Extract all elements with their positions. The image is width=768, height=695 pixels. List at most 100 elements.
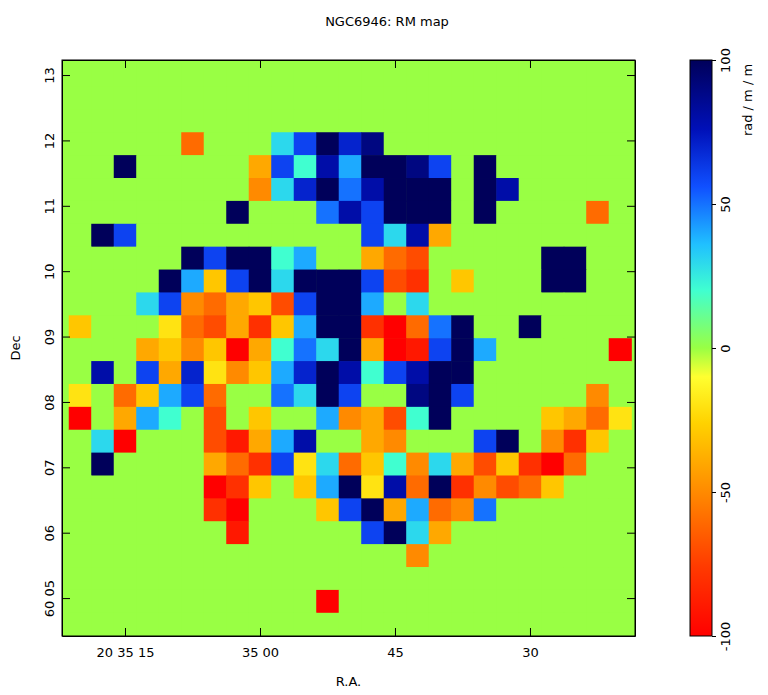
cell (451, 407, 474, 430)
cell (339, 270, 362, 293)
cell (69, 201, 92, 224)
cell (406, 86, 429, 109)
cell (339, 109, 362, 132)
cell (159, 155, 182, 178)
cell (136, 64, 159, 87)
cell (429, 270, 452, 293)
cell (474, 544, 497, 567)
cell (181, 155, 204, 178)
cell (586, 498, 609, 521)
cell (316, 407, 339, 430)
cell (429, 247, 452, 270)
cell (541, 544, 564, 567)
cell (316, 613, 339, 636)
cell (474, 247, 497, 270)
cell (204, 338, 227, 361)
cell (249, 86, 272, 109)
cell (91, 453, 114, 476)
tick-mark (125, 628, 126, 636)
cell (474, 178, 497, 201)
cell (249, 613, 272, 636)
cell (181, 270, 204, 293)
cell (451, 64, 474, 87)
tick (627, 533, 635, 534)
cell (316, 224, 339, 247)
cell (564, 430, 587, 453)
cell (69, 224, 92, 247)
cell (339, 613, 362, 636)
cell (429, 453, 452, 476)
cell (496, 430, 519, 453)
tick-mark (627, 140, 635, 141)
cell (294, 224, 317, 247)
tick (627, 140, 635, 141)
tick-label: 11 (42, 198, 57, 215)
cell (204, 475, 227, 498)
tick-mark (62, 337, 70, 338)
cell (114, 544, 137, 567)
cell (271, 498, 294, 521)
cell (586, 178, 609, 201)
cell (541, 361, 564, 384)
tick: 50 (712, 196, 733, 213)
cell (361, 178, 384, 201)
cell (406, 155, 429, 178)
cell (564, 247, 587, 270)
tick-mark (627, 467, 635, 468)
cell (406, 109, 429, 132)
tick (627, 206, 635, 207)
cell (91, 338, 114, 361)
cell (226, 132, 249, 155)
cell (204, 498, 227, 521)
cell (384, 430, 407, 453)
cell (429, 155, 452, 178)
cell (271, 178, 294, 201)
cell (249, 590, 272, 613)
cell (136, 155, 159, 178)
cell (429, 178, 452, 201)
cell (159, 613, 182, 636)
cell (69, 498, 92, 521)
cell (384, 361, 407, 384)
cell (249, 453, 272, 476)
cell (541, 109, 564, 132)
cell (474, 590, 497, 613)
cell (204, 430, 227, 453)
cell (406, 338, 429, 361)
cell (249, 292, 272, 315)
cell (249, 384, 272, 407)
cell (361, 475, 384, 498)
cell (519, 475, 542, 498)
cell (474, 567, 497, 590)
cell (271, 64, 294, 87)
cell (316, 86, 339, 109)
cell (451, 201, 474, 224)
tick-mark (627, 337, 635, 338)
cell (586, 544, 609, 567)
tick-mark (530, 60, 531, 68)
cell (294, 361, 317, 384)
tick: 30 (522, 628, 539, 660)
cell (429, 613, 452, 636)
cell (609, 109, 632, 132)
tick: 20 35 15 (97, 628, 155, 660)
cell (496, 224, 519, 247)
cell (496, 590, 519, 613)
tick (627, 598, 635, 599)
cell (406, 132, 429, 155)
cell (451, 155, 474, 178)
cell (69, 521, 92, 544)
cell (181, 361, 204, 384)
cell (406, 475, 429, 498)
tick-mark (260, 60, 261, 68)
cell (519, 132, 542, 155)
cell (429, 544, 452, 567)
x-axis-top (63, 60, 636, 68)
cell (91, 384, 114, 407)
cell (204, 590, 227, 613)
cell (609, 155, 632, 178)
tick: 09 (42, 329, 70, 346)
chart: 20 35 1535 00453060 050607080910111213NG… (0, 0, 768, 695)
tick: -100 (712, 622, 733, 652)
cell (136, 338, 159, 361)
